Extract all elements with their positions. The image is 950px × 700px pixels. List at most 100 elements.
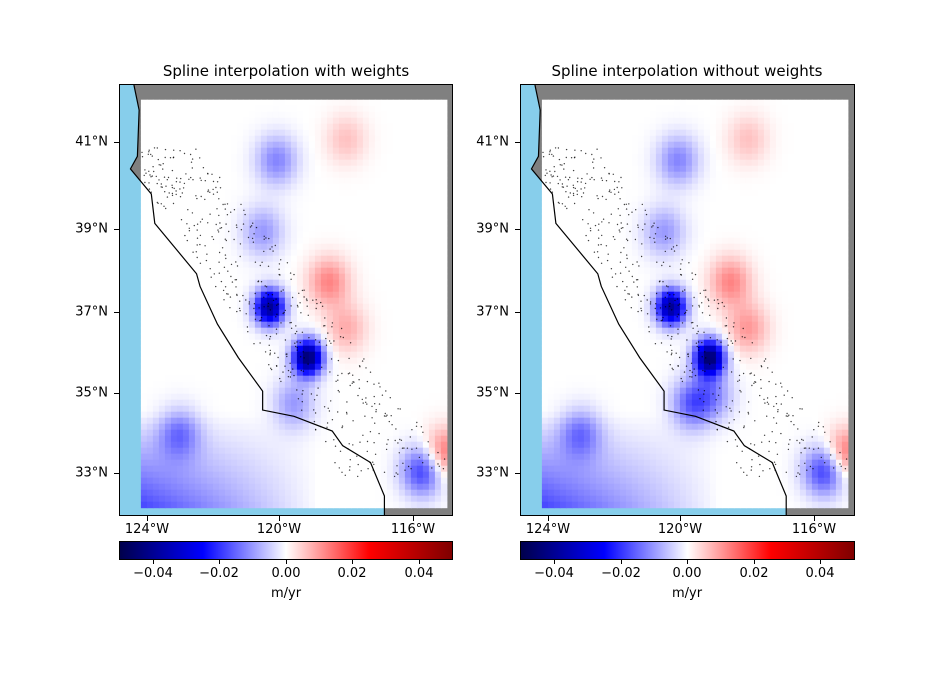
field-cell xyxy=(422,471,430,479)
field-cell xyxy=(703,183,711,191)
station-marker xyxy=(437,463,439,465)
field-cell xyxy=(422,465,430,473)
field-cell xyxy=(589,195,597,203)
field-cell xyxy=(362,315,370,323)
field-cell xyxy=(619,183,627,191)
field-cell xyxy=(182,189,190,197)
field-cell xyxy=(416,393,424,401)
field-cell xyxy=(212,201,220,209)
field-cell xyxy=(182,483,190,491)
field-cell xyxy=(553,111,561,119)
field-cell xyxy=(350,267,358,275)
interpolated-field xyxy=(140,99,448,509)
field-cell xyxy=(404,459,412,467)
field-cell xyxy=(368,195,376,203)
field-cell xyxy=(266,501,274,509)
field-cell xyxy=(260,315,268,323)
field-cell xyxy=(218,261,226,269)
field-cell xyxy=(212,393,220,401)
field-cell xyxy=(817,129,825,137)
colorbar-tick-label: 0.04 xyxy=(404,566,434,581)
field-cell xyxy=(218,153,226,161)
station-marker xyxy=(349,342,352,344)
station-marker xyxy=(236,226,238,229)
field-cell xyxy=(254,213,262,221)
field-cell xyxy=(212,261,220,269)
field-cell xyxy=(637,165,645,173)
field-cell xyxy=(302,333,310,341)
field-cell xyxy=(308,435,316,443)
field-cell xyxy=(194,201,202,209)
field-cell xyxy=(404,333,412,341)
field-cell xyxy=(799,195,807,203)
station-marker xyxy=(330,400,332,402)
station-marker xyxy=(339,450,342,452)
field-cell xyxy=(230,357,238,365)
field-cell xyxy=(266,237,274,245)
field-cell xyxy=(404,207,412,215)
field-cell xyxy=(703,207,711,215)
field-cell xyxy=(769,201,777,209)
field-cell xyxy=(631,195,639,203)
field-cell xyxy=(338,285,346,293)
field-cell xyxy=(146,219,154,227)
field-cell xyxy=(763,195,771,203)
field-cell xyxy=(775,111,783,119)
field-cell xyxy=(176,441,184,449)
field-cell xyxy=(290,195,298,203)
field-cell xyxy=(679,189,687,197)
field-cell xyxy=(380,315,388,323)
station-marker xyxy=(351,382,353,384)
station-marker xyxy=(397,408,399,410)
field-cell xyxy=(577,105,585,113)
field-cell xyxy=(182,405,190,413)
field-cell xyxy=(290,291,298,299)
field-cell xyxy=(218,237,226,245)
field-cell xyxy=(541,159,549,167)
station-marker xyxy=(207,189,210,191)
field-cell xyxy=(422,309,430,317)
field-cell xyxy=(272,255,280,263)
field-cell xyxy=(715,147,723,155)
station-marker xyxy=(269,338,271,340)
field-cell xyxy=(356,279,364,287)
field-cell xyxy=(266,111,274,119)
station-marker xyxy=(373,383,375,385)
field-cell xyxy=(308,261,316,269)
field-cell xyxy=(823,195,831,203)
station-marker xyxy=(152,166,154,168)
field-cell xyxy=(158,351,166,359)
field-cell xyxy=(422,327,430,335)
station-marker xyxy=(305,298,308,300)
field-cell xyxy=(308,315,316,323)
field-cell xyxy=(230,441,238,449)
field-cell xyxy=(583,99,591,107)
field-cell xyxy=(326,261,334,269)
field-cell xyxy=(224,303,232,311)
field-cell xyxy=(368,243,376,251)
field-cell xyxy=(655,201,663,209)
field-cell xyxy=(302,321,310,329)
field-cell xyxy=(230,393,238,401)
field-cell xyxy=(278,147,286,155)
field-cell xyxy=(146,399,154,407)
field-cell xyxy=(793,111,801,119)
field-cell xyxy=(332,435,340,443)
field-cell xyxy=(278,417,286,425)
field-cell xyxy=(158,381,166,389)
field-cell xyxy=(404,243,412,251)
field-cell xyxy=(338,321,346,329)
field-cell xyxy=(410,441,418,449)
field-cell xyxy=(428,453,436,461)
field-cell xyxy=(302,141,310,149)
field-cell xyxy=(212,291,220,299)
field-cell xyxy=(206,153,214,161)
station-marker xyxy=(300,356,302,358)
field-cell xyxy=(326,273,334,281)
field-cell xyxy=(332,231,340,239)
field-cell xyxy=(182,459,190,467)
field-cell xyxy=(152,351,160,359)
field-cell xyxy=(284,147,292,155)
field-cell xyxy=(398,291,406,299)
field-cell xyxy=(559,207,567,215)
